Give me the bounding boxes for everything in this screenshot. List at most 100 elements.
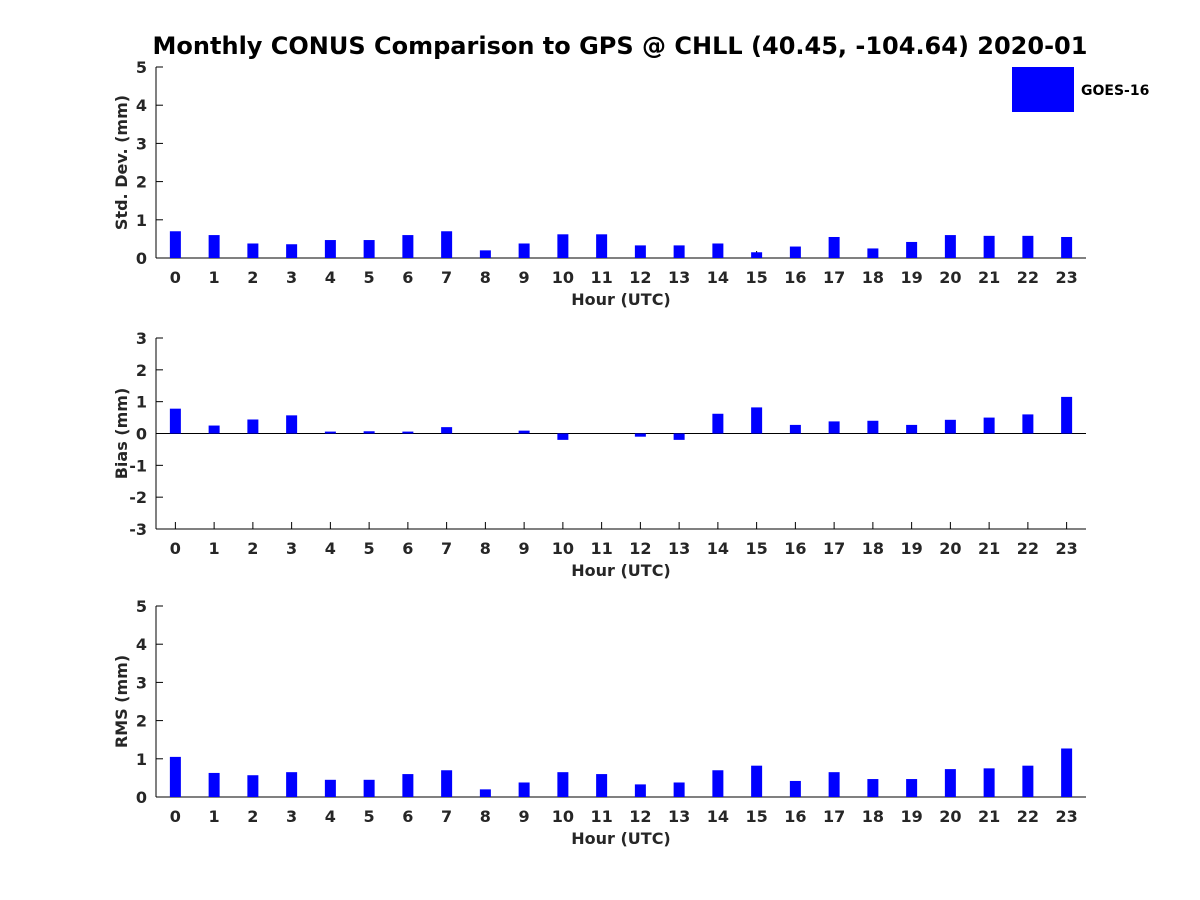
bar-hour-13: [673, 433, 685, 440]
x-tick-label: 5: [364, 268, 375, 287]
bar-hour-5: [363, 240, 375, 258]
bar-hour-13: [673, 782, 685, 797]
x-tick-label: 21: [978, 807, 1000, 826]
y-tick-label: 0: [136, 788, 147, 807]
x-tick-label: 17: [823, 807, 845, 826]
x-tick-label: 12: [629, 268, 651, 287]
bar-hour-6: [402, 235, 414, 258]
x-axis-label: Hour (UTC): [571, 290, 671, 309]
bar-hour-10: [557, 433, 569, 440]
y-tick-label: 5: [136, 58, 147, 77]
bar-hour-16: [789, 780, 801, 797]
x-tick-label: 3: [286, 539, 297, 558]
x-tick-label: 15: [745, 539, 767, 558]
bar-hour-21: [983, 417, 995, 434]
bar-hour-14: [712, 243, 724, 258]
x-tick-label: 1: [209, 539, 220, 558]
bar-hour-2: [247, 775, 259, 797]
x-tick-label: 8: [480, 807, 491, 826]
x-tick-label: 11: [590, 539, 612, 558]
bar-hour-22: [1022, 235, 1034, 258]
bar-hour-9: [518, 243, 530, 258]
bar-hour-21: [983, 235, 995, 258]
bar-hour-11: [596, 234, 608, 258]
x-tick-label: 14: [707, 807, 729, 826]
bar-hour-4: [324, 779, 336, 797]
x-tick-label: 1: [209, 268, 220, 287]
x-tick-label: 13: [668, 807, 690, 826]
x-tick-label: 6: [402, 539, 413, 558]
x-tick-label: 21: [978, 268, 1000, 287]
x-tick-label: 18: [862, 268, 884, 287]
bar-hour-7: [441, 231, 453, 258]
x-tick-label: 5: [364, 807, 375, 826]
x-tick-label: 14: [707, 268, 729, 287]
x-tick-label: 16: [784, 807, 806, 826]
x-tick-label: 10: [552, 268, 574, 287]
bar-hour-1: [208, 235, 220, 258]
x-tick-label: 3: [286, 268, 297, 287]
bar-hour-16: [789, 246, 801, 258]
bar-hour-15: [751, 252, 763, 258]
x-tick-label: 9: [519, 268, 530, 287]
bar-hour-18: [867, 248, 879, 258]
y-tick-label: 5: [136, 597, 147, 616]
bar-hour-8: [479, 250, 491, 258]
bar-hour-0: [169, 231, 181, 258]
y-axis-label: Bias (mm): [112, 388, 131, 480]
bar-hour-12: [634, 784, 646, 797]
y-tick-label: -1: [129, 456, 147, 475]
x-tick-label: 16: [784, 539, 806, 558]
bar-hour-7: [441, 427, 453, 434]
y-tick-label: 0: [136, 425, 147, 444]
y-axis-label: RMS (mm): [112, 655, 131, 748]
bar-hour-0: [169, 756, 181, 797]
bar-hour-1: [208, 425, 220, 434]
x-tick-label: 16: [784, 268, 806, 287]
x-tick-label: 15: [745, 268, 767, 287]
x-tick-label: 23: [1055, 268, 1077, 287]
x-tick-label: 4: [325, 807, 336, 826]
bar-hour-18: [867, 779, 879, 797]
bar-hour-6: [402, 774, 414, 797]
bar-hour-7: [441, 770, 453, 797]
y-axis-label: Std. Dev. (mm): [112, 95, 131, 230]
bar-hour-23: [1061, 236, 1073, 258]
x-tick-label: 4: [325, 268, 336, 287]
x-tick-label: 6: [402, 268, 413, 287]
x-tick-label: 3: [286, 807, 297, 826]
bar-hour-12: [634, 433, 646, 437]
x-tick-label: 2: [247, 268, 258, 287]
x-axis-label: Hour (UTC): [571, 561, 671, 580]
bar-hour-2: [247, 243, 259, 258]
bar-hour-12: [634, 245, 646, 258]
x-tick-label: 20: [939, 268, 961, 287]
bar-hour-22: [1022, 414, 1034, 434]
bar-hour-13: [673, 245, 685, 258]
bar-hour-18: [867, 420, 879, 434]
x-tick-label: 0: [170, 539, 181, 558]
x-tick-label: 19: [900, 539, 922, 558]
bar-hour-17: [828, 236, 840, 258]
bar-hour-3: [286, 772, 298, 797]
x-tick-label: 17: [823, 268, 845, 287]
x-tick-label: 19: [900, 807, 922, 826]
x-tick-label: 4: [325, 539, 336, 558]
x-tick-label: 9: [519, 539, 530, 558]
chart-title: Monthly CONUS Comparison to GPS @ CHLL (…: [153, 32, 1088, 60]
x-tick-label: 13: [668, 539, 690, 558]
bar-hour-23: [1061, 748, 1073, 797]
bar-hour-19: [906, 424, 918, 434]
x-axis-label: Hour (UTC): [571, 829, 671, 848]
y-tick-label: -2: [129, 488, 147, 507]
legend-label: GOES-16: [1081, 83, 1149, 99]
bar-hour-0: [169, 408, 181, 434]
x-tick-label: 7: [441, 539, 452, 558]
bar-hour-4: [324, 431, 336, 434]
bar-hour-3: [286, 415, 298, 434]
bar-hour-17: [828, 421, 840, 434]
y-tick-label: -3: [129, 520, 147, 539]
bar-hour-14: [712, 413, 724, 434]
x-tick-label: 12: [629, 539, 651, 558]
